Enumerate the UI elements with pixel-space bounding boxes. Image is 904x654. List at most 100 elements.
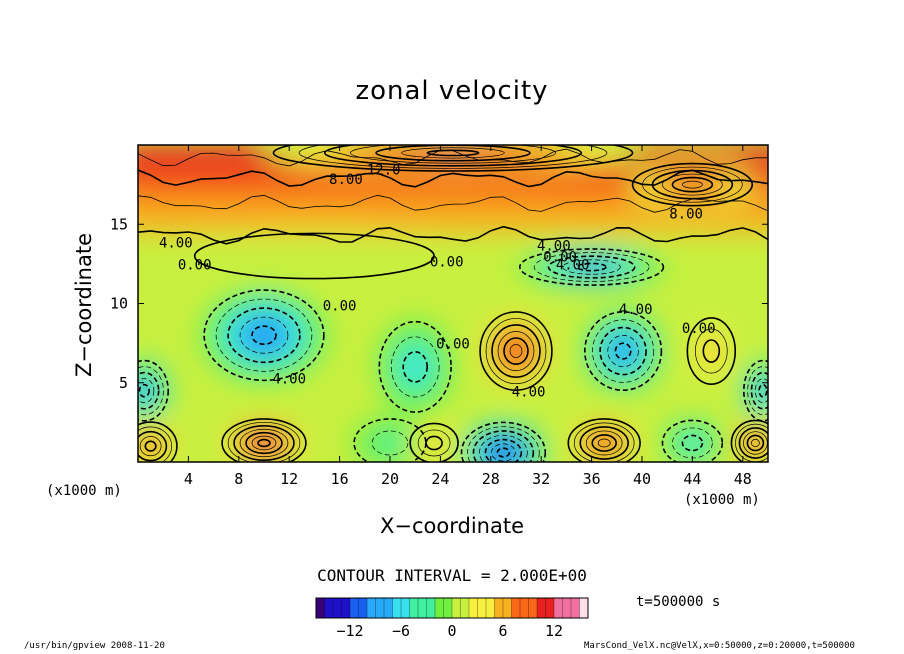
feature-5-ring-4 xyxy=(139,384,150,398)
x-unit-label-left: (x1000 m) xyxy=(46,483,122,499)
contour-label-12: 0.00 xyxy=(436,337,470,353)
contour-7-3 xyxy=(139,436,162,457)
contour-1-5 xyxy=(509,344,523,358)
upper-contour-3 xyxy=(138,148,768,167)
contour-5-0 xyxy=(138,359,170,422)
contour-18-3 xyxy=(350,145,556,164)
contour-7-1 xyxy=(138,426,173,462)
feature-6-ring-4 xyxy=(758,384,767,398)
contour-3-0 xyxy=(686,317,737,385)
x-tick-label-10: 44 xyxy=(683,470,701,488)
y-tick-label-2: 15 xyxy=(110,215,128,233)
contour-13-2 xyxy=(681,434,704,452)
colorbar-cell-31 xyxy=(579,597,589,619)
x-axis-ticks: 4 8 12 16 20 24 28 32 36 40 44 48 xyxy=(184,145,752,488)
contour-17-3 xyxy=(662,173,723,196)
colorbar-tick-label-3: 6 xyxy=(498,622,507,640)
y-axis-label: Z−coordinate xyxy=(72,233,96,377)
x-tick-label-0: 4 xyxy=(184,470,193,488)
contour-7-4 xyxy=(144,440,157,452)
contour-14-0 xyxy=(730,419,768,462)
contour-label-4: 0.00 xyxy=(178,257,212,273)
footer-left: /usr/bin/gpview 2008-11-20 xyxy=(24,641,165,651)
colorbar-tick-label-0: −12 xyxy=(336,622,363,640)
contour-8-0 xyxy=(221,418,307,462)
upper-contour-2 xyxy=(138,169,768,188)
y-tick-label-0: 5 xyxy=(119,374,128,392)
contour-18-0 xyxy=(272,145,634,172)
colorbar-cell-30 xyxy=(570,597,580,619)
contour-10-0 xyxy=(409,422,459,462)
contour-17-4 xyxy=(671,176,714,193)
contour-4-2 xyxy=(402,351,428,383)
contour-label-10: 4.00 xyxy=(619,302,653,318)
contour-1-2 xyxy=(491,324,541,378)
feature-15-ring-4 xyxy=(576,263,607,271)
contour-2-4 xyxy=(614,342,632,360)
contour-18-1 xyxy=(298,145,608,169)
colorbar-cell-15 xyxy=(443,597,453,619)
feature-17-ring-5 xyxy=(681,180,703,189)
colorbar-tick-label-4: 12 xyxy=(545,622,563,640)
colorbar-cell-27 xyxy=(545,597,555,619)
contour-interval-label: CONTOUR INTERVAL = 2.000E+00 xyxy=(317,566,587,585)
contour-15-0 xyxy=(518,248,665,286)
contour-label-3: 4.00 xyxy=(159,235,193,251)
feature-3-ring-2 xyxy=(702,339,720,363)
contour-12-4 xyxy=(591,434,617,452)
contour-2-0 xyxy=(583,311,663,391)
x-tick-label-9: 40 xyxy=(633,470,651,488)
chart-title: zonal velocity xyxy=(355,76,549,106)
colorbar: −12 −6 0 6 12 xyxy=(315,597,589,640)
feature-18-ring-6 xyxy=(426,150,480,156)
contour-17-5 xyxy=(682,180,703,189)
contour-5-3 xyxy=(138,378,155,404)
colorbar-cell-21 xyxy=(494,597,504,619)
contour-0-4 xyxy=(251,325,277,346)
colorbar-frame xyxy=(315,597,589,619)
x-unit-label-right: (x1000 m) xyxy=(684,492,760,508)
colorbar-cell-26 xyxy=(536,597,546,619)
contour-label-9: 0.00 xyxy=(323,299,357,315)
contour-8-2 xyxy=(233,424,295,461)
colorbar-cell-24 xyxy=(519,597,529,619)
contour-7-2 xyxy=(138,430,168,462)
contour-14-5 xyxy=(751,438,760,448)
contour-1-4 xyxy=(503,337,529,365)
contour-label-13: 4.00 xyxy=(272,372,306,388)
contour-11-6 xyxy=(496,447,511,458)
contour-2-1 xyxy=(592,319,655,383)
contour-12-5 xyxy=(597,438,611,448)
contour-11-0 xyxy=(460,421,547,462)
contour-15-3 xyxy=(562,259,621,275)
contour-2-2 xyxy=(599,326,647,376)
contour-12-0 xyxy=(567,418,641,462)
colorbar-cell-2 xyxy=(332,597,342,619)
contour-10-1 xyxy=(417,429,451,457)
contour-15-2 xyxy=(547,255,636,279)
contour-12-1 xyxy=(573,422,635,462)
feature-9-ring-1 xyxy=(371,430,409,456)
contour-4-1 xyxy=(390,336,440,398)
contour-label-7: 0.00 xyxy=(543,250,577,266)
colorbar-cell-17 xyxy=(460,597,470,619)
contour-11-5 xyxy=(491,443,516,462)
colorbar-cell-13 xyxy=(426,597,436,619)
contour-17-0 xyxy=(631,162,754,207)
contour-8-3 xyxy=(239,428,289,458)
colorbar-tick-label-2: 0 xyxy=(447,622,456,640)
colorbar-cell-3 xyxy=(341,597,351,619)
contour-18-5 xyxy=(401,147,505,159)
contour-14-2 xyxy=(738,427,768,459)
feature-12-ring-5 xyxy=(597,438,611,448)
colorbar-cell-6 xyxy=(366,597,376,619)
contour-label-1: 8.00 xyxy=(329,172,363,188)
upper-contour-1 xyxy=(138,194,768,213)
plot-area xyxy=(138,145,768,462)
x-tick-label-8: 36 xyxy=(583,470,601,488)
y-tick-label-1: 10 xyxy=(110,295,128,313)
feature-2-ring-4 xyxy=(615,342,632,360)
colorbar-cell-14 xyxy=(434,597,444,619)
x-axis-label: X−coordinate xyxy=(380,514,524,538)
colorbar-cell-4 xyxy=(349,597,359,619)
